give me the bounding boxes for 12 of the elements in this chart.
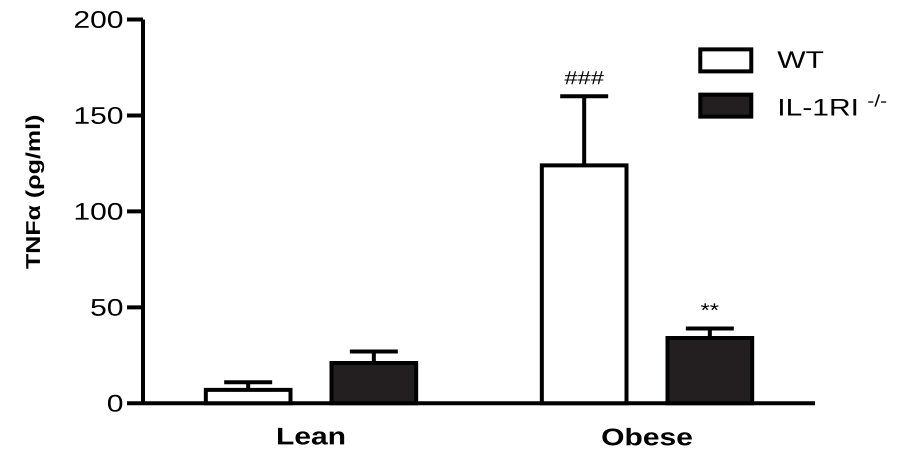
y-tick-label: 0 [108,394,122,412]
legend-label: IL-1RI $^{-/-}$ [780,94,886,116]
x-tick-label: Lean [278,428,344,445]
annotation: ** [700,303,719,310]
legend-label: WT [777,51,824,68]
x-tick-label: Obese [602,428,692,446]
y-tick-label: 100 [76,202,122,220]
y-axis-title: TNFα (ρg/ml) [25,116,44,269]
y-tick-label: 200 [74,10,122,28]
y-tick-label: 150 [76,106,122,124]
y-tick-label: 50 [91,298,122,316]
annotation: ### [564,71,604,84]
